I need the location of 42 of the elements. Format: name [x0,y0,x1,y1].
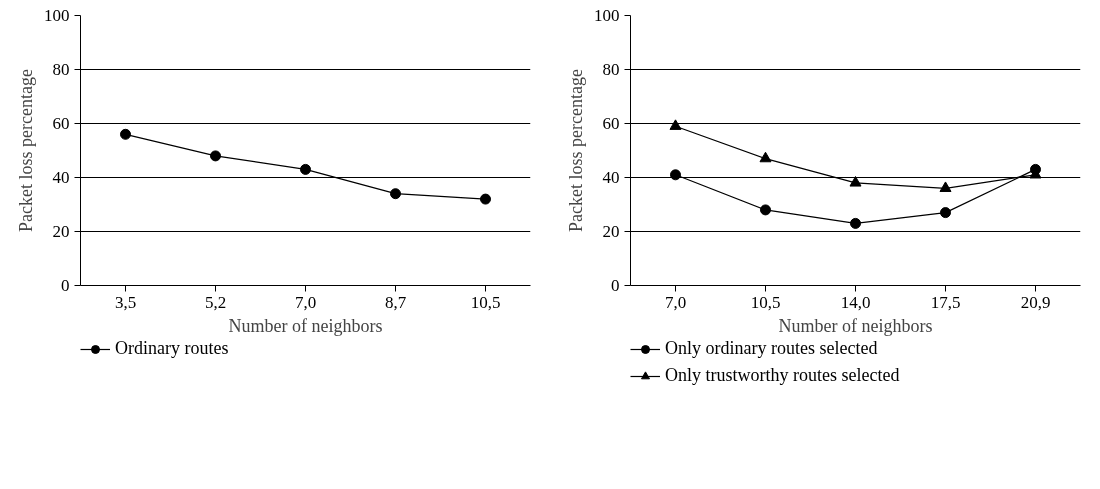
legend-label: Ordinary routes [115,338,229,359]
x-tick-label: 10,5 [470,292,501,312]
point [850,217,861,229]
x-tick-label: 10,5 [750,292,781,312]
y-tick-label: 0 [61,276,70,295]
y-tick-label: 20 [602,222,620,241]
point [120,128,131,140]
y-tick-label: 40 [52,168,70,187]
y-axis-title: Packet loss percentage [566,69,586,232]
y-tick-label: 60 [602,114,620,133]
y-tick-label: 100 [44,6,70,25]
y-tick-label: 60 [52,114,70,133]
x-tick-label: 14,0 [840,292,871,312]
x-tick-label: 5,2 [204,292,227,312]
x-tick-label: 8,7 [384,292,407,312]
x-axis-title: Number of neighbors [778,315,933,336]
point [480,193,491,205]
y-tick-label: 80 [52,60,70,79]
point [939,181,952,192]
point [390,188,401,200]
y-tick-label: 0 [611,276,620,295]
y-tick-label: 80 [602,60,620,79]
legend-label: Only trustworthy routes selected [665,365,900,386]
legend-label: Only ordinary routes selected [665,338,878,359]
point [669,119,682,130]
point [759,151,772,163]
x-tick-label: 3,5 [114,292,137,312]
point [210,150,221,162]
point [670,169,681,181]
x-axis-title: Number of neighbors [228,315,383,336]
point [940,207,951,219]
y-axis-title: Packet loss percentage [16,69,36,232]
point [849,176,862,187]
y-tick-label: 40 [602,168,620,187]
y-tick-label: 100 [594,6,620,25]
point [760,204,771,216]
x-tick-label: 7,0 [664,292,687,312]
y-tick-label: 20 [52,222,70,241]
point [300,163,311,175]
x-tick-label: 7,0 [294,292,317,312]
x-tick-label: 20,9 [1020,292,1051,312]
x-tick-label: 17,5 [930,292,961,312]
